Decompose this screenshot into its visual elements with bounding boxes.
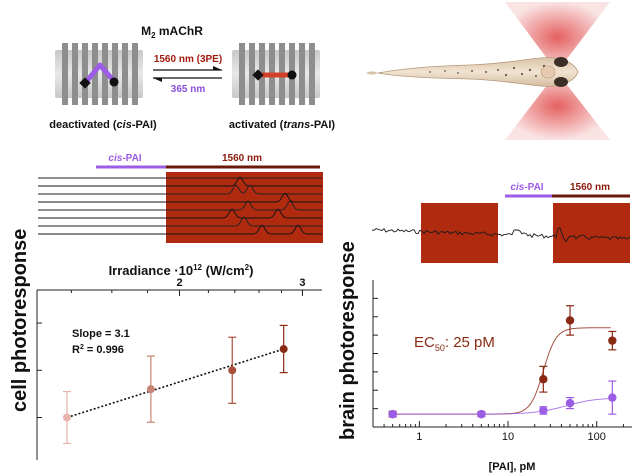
- irradiance-xlabel: Irradiance ·1012 (W/cm2): [109, 263, 254, 278]
- receptor-title: M2 mAChR: [141, 24, 203, 40]
- cell-trace-line: [38, 176, 322, 187]
- irr-data-point: [146, 385, 155, 394]
- dose-tick-label: 100: [588, 431, 606, 443]
- brain-cis-label: cis-PAI: [510, 182, 543, 193]
- dose-fit-curve: [392, 398, 611, 415]
- r2-label: R2 = 0.996: [72, 344, 124, 356]
- dose-data-point: [539, 375, 548, 384]
- brain-trace: cis-PAI 1560 nm: [371, 182, 631, 263]
- dose-data-point: [565, 316, 575, 325]
- dose-xlabel: [PAI], pM: [489, 461, 536, 473]
- fish-eye-top: [554, 57, 568, 67]
- dose-tick-label: 1: [416, 431, 422, 443]
- cell-trace-line: [38, 208, 322, 219]
- slope-label: Slope = 3.1: [72, 328, 130, 340]
- dose-data-point: [608, 336, 617, 345]
- dose-data-point: [608, 393, 617, 402]
- cell-trace-line: [38, 216, 322, 227]
- irr-tick-label: 2: [176, 277, 182, 289]
- irr-fit-line: [66, 348, 284, 419]
- deactivated-label: deactivated (cis-PAI): [49, 119, 157, 131]
- fish-body: [377, 57, 579, 87]
- membrane-right: [232, 43, 320, 105]
- dose-tick-label: 10: [502, 431, 514, 443]
- forward-label: 1560 nm (3PE): [154, 54, 222, 65]
- cell-cis-label: cis-PAI: [108, 153, 141, 164]
- membrane-left: [55, 43, 143, 105]
- cell-trace-line: [38, 184, 322, 195]
- brain-ir-label: 1560 nm: [570, 182, 610, 193]
- cell-photoresponse-ylabel: cell photoresponse: [9, 229, 31, 412]
- cell-trace-line: [38, 224, 322, 235]
- dose-data-point: [388, 409, 397, 419]
- irr-data-point: [228, 366, 237, 375]
- cell-ir-label: 1560 nm: [222, 153, 262, 164]
- cell-trace-line: [38, 200, 322, 211]
- fish-pigment: [429, 64, 546, 77]
- dose-data-point: [565, 398, 575, 408]
- zebrafish-illustration: [366, 2, 610, 140]
- brain-photoresponse-ylabel: brain photoresponse: [337, 241, 359, 440]
- ec50-label: EC50: 25 pM: [414, 334, 495, 353]
- cis-ligand: [84, 62, 115, 84]
- irr-data-point: [279, 345, 288, 354]
- dose-data-point: [539, 406, 548, 415]
- reverse-label: 365 nm: [171, 84, 206, 95]
- brain-ir-box-2: [553, 203, 630, 263]
- irr-tick-label: 3: [299, 277, 305, 289]
- activated-label: activated (trans-PAI): [229, 119, 336, 131]
- equilibrium-arrows: 1560 nm (3PE) 365 nm: [153, 54, 222, 95]
- cell-trace-line: [38, 193, 322, 203]
- irr-data-point: [62, 413, 71, 422]
- fish-eye-bottom: [554, 77, 568, 87]
- dose-data-point: [477, 409, 486, 419]
- cell-traces: cis-PAI 1560 nm: [38, 153, 323, 243]
- receptor-schematic: M2 mAChR: [49, 24, 335, 131]
- dose-response-chart: 1 10 100 EC50: 25 pM [PAI], pM: [372, 280, 632, 473]
